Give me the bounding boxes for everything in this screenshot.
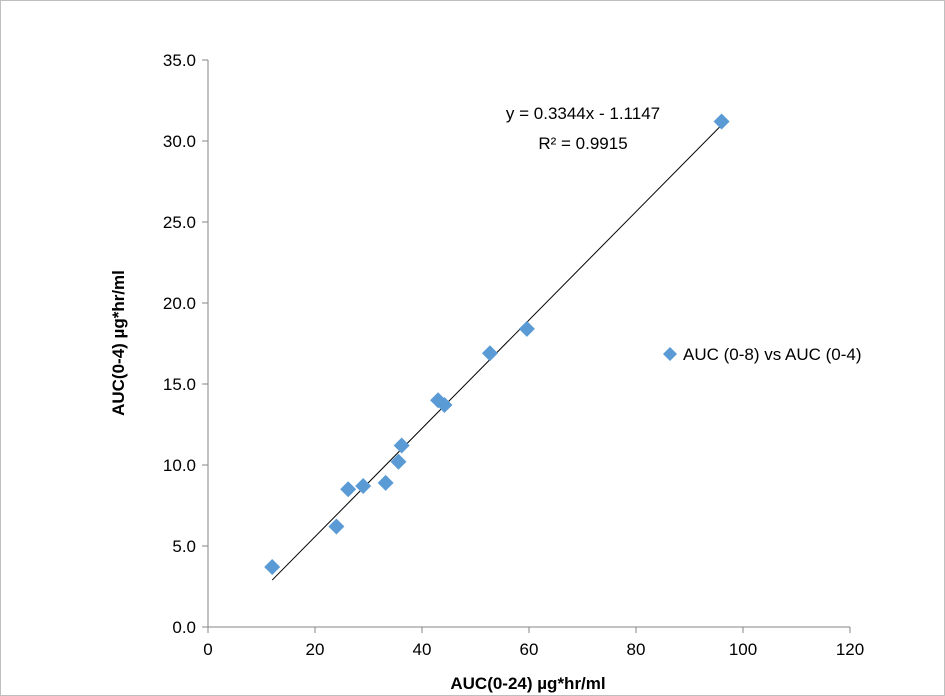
x-tick-label: 60 (520, 640, 539, 659)
data-point (340, 481, 357, 498)
x-tick-label: 100 (729, 640, 757, 659)
data-point (264, 559, 281, 576)
data-point (390, 453, 407, 470)
data-point (377, 474, 394, 491)
x-tick-label: 80 (627, 640, 646, 659)
data-point (481, 345, 498, 362)
y-tick-label: 30.0 (163, 132, 196, 151)
y-tick-label: 5.0 (172, 537, 196, 556)
y-tick-label: 20.0 (163, 294, 196, 313)
legend-marker (663, 347, 677, 361)
y-axis: 0.0 5.0 10.0 15.0 20.0 25.0 30.0 35.0 (163, 51, 209, 637)
x-tick-label: 0 (203, 640, 212, 659)
y-tick-label: 25.0 (163, 213, 196, 232)
data-point (328, 518, 345, 535)
data-point (713, 113, 730, 130)
trendline-equation: y = 0.3344x - 1.1147 (506, 104, 660, 123)
x-axis-title: AUC(0-24) µg*hr/ml (450, 674, 605, 693)
data-point (393, 437, 410, 454)
y-tick-label: 10.0 (163, 456, 196, 475)
r-squared-label: R² = 0.9915 (538, 134, 627, 153)
y-tick-label: 0.0 (172, 618, 196, 637)
y-tick-label: 15.0 (163, 375, 196, 394)
y-axis-title: AUC(0-4) µg*hr/ml (109, 270, 128, 416)
x-tick-label: 40 (413, 640, 432, 659)
legend: AUC (0-8) vs AUC (0-4) (663, 345, 862, 364)
x-axis: 0 20 40 60 80 100 120 (203, 626, 864, 659)
data-point (436, 397, 453, 414)
data-points (264, 113, 730, 576)
data-point (355, 478, 372, 495)
y-tick-label: 35.0 (163, 51, 196, 70)
data-point (518, 320, 535, 337)
legend-label: AUC (0-8) vs AUC (0-4) (683, 345, 862, 364)
x-tick-label: 20 (306, 640, 325, 659)
x-tick-label: 120 (836, 640, 864, 659)
